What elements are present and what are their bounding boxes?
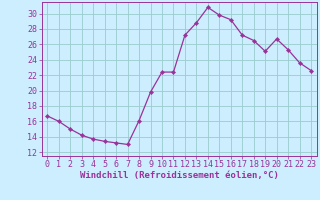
X-axis label: Windchill (Refroidissement éolien,°C): Windchill (Refroidissement éolien,°C)	[80, 171, 279, 180]
